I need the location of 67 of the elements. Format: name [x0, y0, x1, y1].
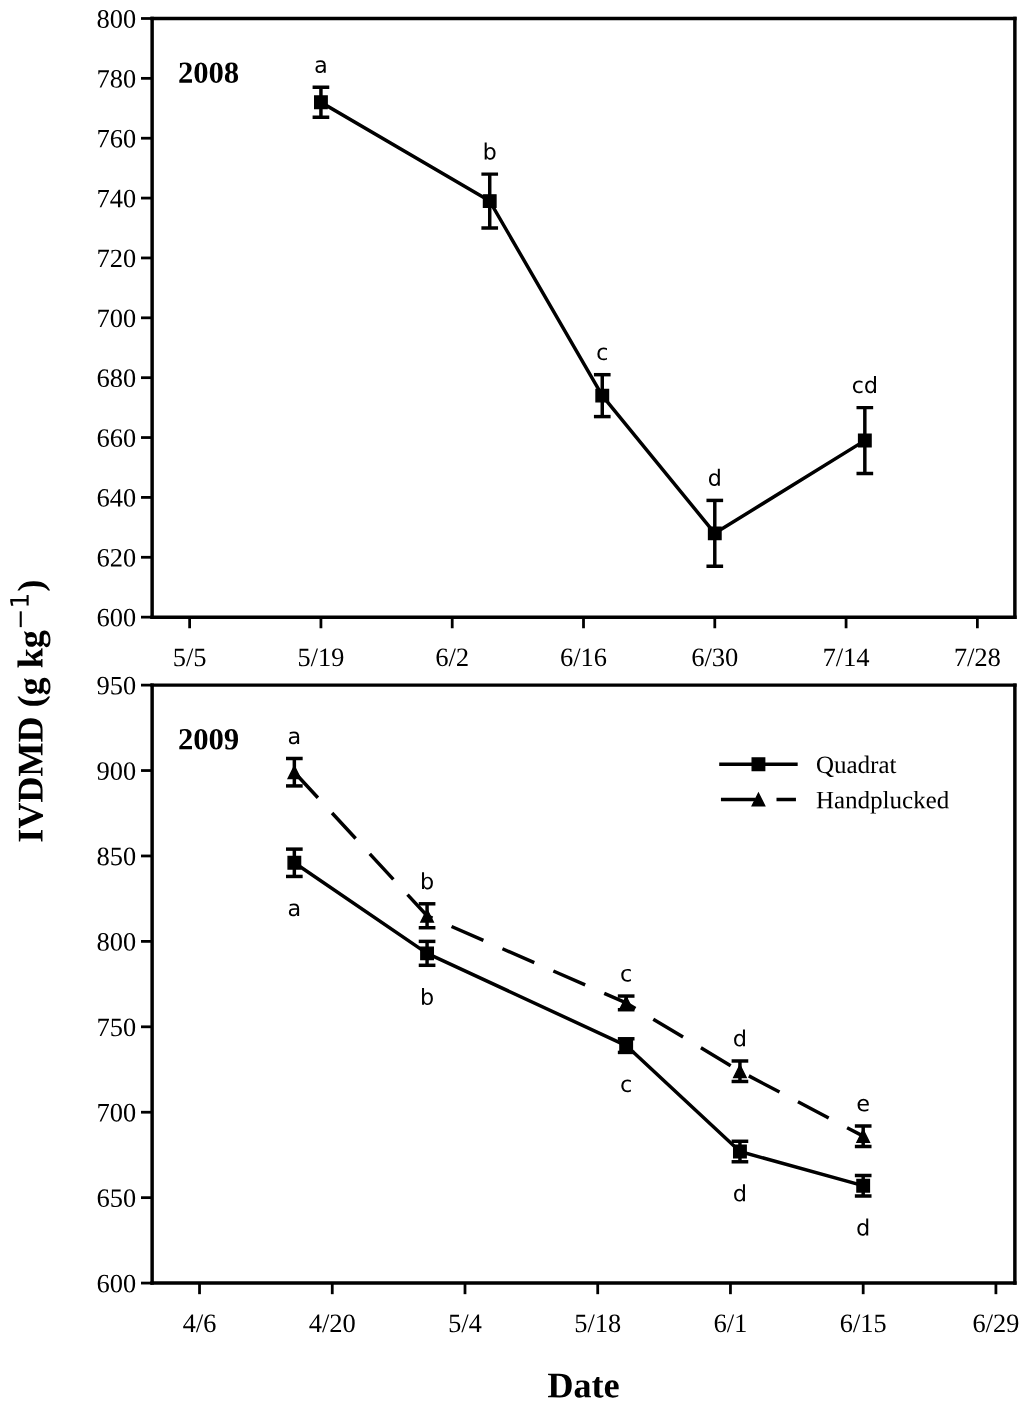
y-tick-label: 600 [97, 1274, 136, 1293]
y-tick-label: 780 [98, 69, 136, 88]
annotation: a [288, 903, 300, 917]
y-tick-label: 750 [98, 1018, 136, 1037]
x-tick-label: 6/15 [840, 1314, 886, 1333]
x-tick-label: 7/14 [824, 648, 870, 667]
y-tick-label: 640 [97, 489, 136, 507]
x-tick-label: 5/18 [575, 1314, 621, 1333]
y-tick-label: 680 [97, 369, 136, 388]
y-tick-label: 700 [98, 1103, 136, 1122]
annotation: d [734, 1184, 745, 1202]
x-tick-label: 4/20 [309, 1314, 355, 1333]
legend-label: Quadrat [816, 755, 897, 778]
point [707, 526, 722, 541]
y-axis-title: IVDMD (g kg$^{−1}$) [10, 581, 51, 842]
x-tick-label: 5/19 [299, 648, 344, 667]
point [857, 433, 872, 448]
x-tick-label: 6/2 [436, 648, 468, 667]
point [732, 1144, 747, 1159]
y-tick-label: 700 [98, 309, 136, 328]
x-tick-label: 6/1 [714, 1314, 746, 1333]
point [287, 765, 302, 780]
x-tick-label: 6/29 [973, 1314, 1019, 1333]
y-tick-label: 720 [98, 249, 136, 268]
y-tick-label: 760 [98, 129, 136, 148]
point [856, 1178, 871, 1193]
annotation: e [857, 1098, 869, 1112]
legend-label: Handplucked [816, 790, 949, 814]
point [482, 194, 497, 209]
annotation: b [484, 142, 496, 160]
annotation: c [621, 1079, 631, 1093]
y-tick-label: 660 [97, 429, 136, 447]
annotation: cd [852, 376, 876, 394]
annotation: 2009 [179, 728, 239, 750]
y-tick-label: 650 [97, 1189, 136, 1208]
x-tick-label: 6/16 [561, 648, 607, 667]
y-tick-label: 900 [97, 762, 136, 780]
point [420, 946, 435, 961]
point [732, 1064, 747, 1079]
x-tick-label: 6/30 [692, 648, 738, 667]
x-axis-title: Date [548, 1373, 619, 1398]
annotation: b [422, 872, 433, 890]
x-tick-label: 4/6 [183, 1314, 216, 1333]
annotation: d [708, 468, 720, 487]
y-tick-label: 600 [97, 608, 136, 627]
annotation: d [857, 1218, 869, 1236]
annotation: b [422, 987, 433, 1006]
annotation: a [288, 731, 300, 745]
annotation: c [597, 347, 607, 361]
y-tick-label: 800 [97, 932, 136, 951]
annotation: c [621, 968, 631, 982]
annotation: a [315, 60, 326, 73]
point [420, 908, 435, 923]
y-tick-label: 850 [97, 847, 136, 866]
x-tick-label: 5/5 [174, 648, 206, 667]
y-tick-label: 740 [98, 189, 136, 208]
x-tick-label: 5/4 [449, 1314, 482, 1333]
y-tick-label: 800 [97, 10, 136, 28]
y-tick-label: 620 [97, 548, 136, 567]
point [856, 1129, 871, 1144]
y-tick-label: 950 [97, 676, 136, 695]
point [313, 95, 328, 110]
point [595, 388, 610, 403]
x-tick-label: 7/28 [955, 648, 1000, 667]
annotation: 2008 [179, 62, 239, 84]
annotation: d [734, 1029, 745, 1047]
point [287, 855, 302, 870]
